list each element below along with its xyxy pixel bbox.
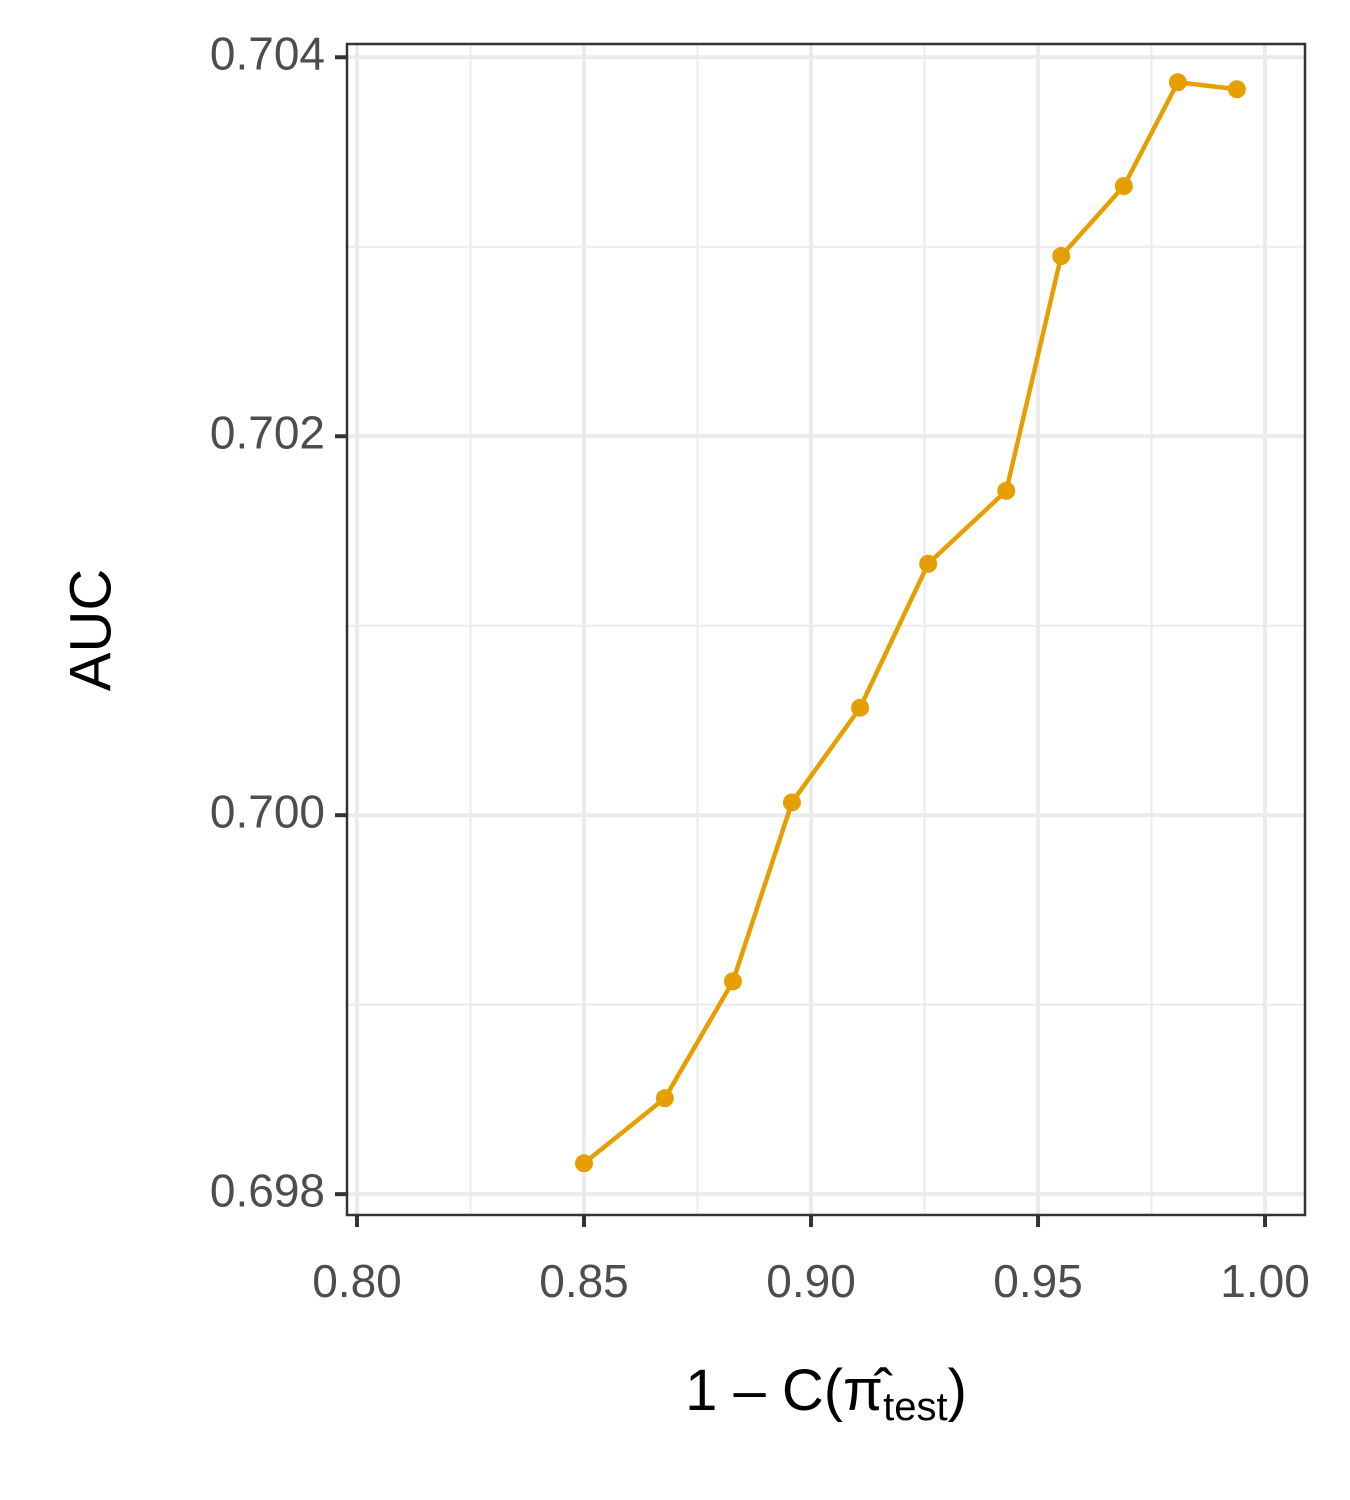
y-tick-label: 0.700 — [210, 785, 325, 837]
point — [851, 698, 870, 717]
y-tick-label: 0.704 — [210, 27, 325, 79]
x-title-subscript: test — [883, 1385, 947, 1429]
line — [582, 80, 1238, 1166]
point — [1168, 73, 1187, 92]
x-tick-label: 0.85 — [539, 1255, 629, 1307]
point — [919, 554, 938, 573]
point — [723, 972, 742, 991]
x-title-part: ) — [948, 1358, 967, 1423]
y-tick-label: 0.702 — [210, 406, 325, 458]
y-axis-title: AUC — [58, 569, 123, 691]
point — [997, 481, 1016, 500]
panel-border — [345, 42, 1307, 1217]
point — [782, 793, 801, 812]
x-tick-label: 0.90 — [766, 1255, 856, 1307]
y-tick-label: 0.698 — [210, 1164, 325, 1216]
x-title-part: 1 – C( — [685, 1358, 843, 1423]
point — [1114, 177, 1133, 196]
point — [655, 1089, 674, 1108]
point — [1052, 247, 1071, 266]
x-tick-label: 1.00 — [1220, 1255, 1310, 1307]
point — [1227, 80, 1246, 99]
point — [575, 1154, 594, 1173]
x-tick-label: 0.95 — [993, 1255, 1083, 1307]
x-axis-title: 1 – C(π̂test) — [685, 1358, 967, 1428]
x-tick-label: 0.80 — [312, 1255, 402, 1307]
